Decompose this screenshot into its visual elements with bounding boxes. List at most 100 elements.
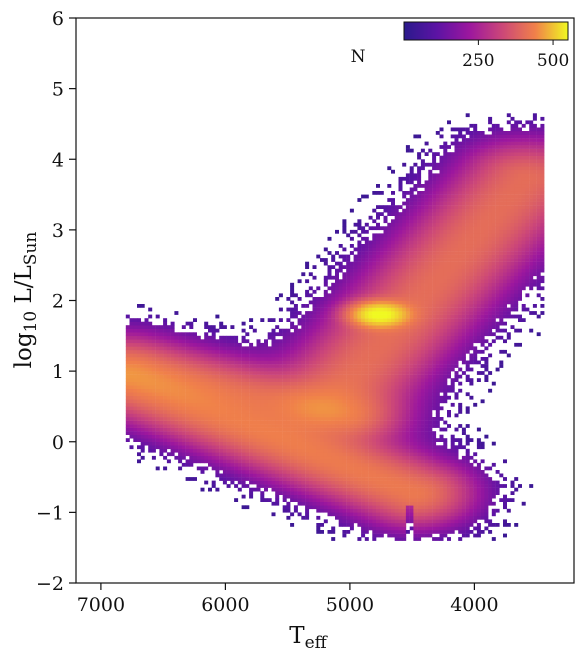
heatmap-cell [278, 448, 283, 453]
heatmap-cell [353, 364, 358, 368]
heatmap-cell [357, 335, 362, 340]
heatmap-cell [320, 360, 324, 365]
heatmap-cell [137, 392, 141, 397]
heatmap-cell [290, 480, 295, 485]
heatmap-cell [308, 332, 313, 337]
heatmap-cell [338, 371, 343, 375]
heatmap-cell [256, 395, 261, 400]
heatmap-cell [290, 448, 295, 453]
heatmap-cell [140, 417, 145, 421]
heatmap-cell [308, 318, 313, 322]
heatmap-cell [405, 148, 410, 153]
heatmap-cell [342, 388, 347, 393]
heatmap-cell [249, 399, 254, 404]
heatmap-cell [349, 406, 354, 411]
heatmap-cell [234, 420, 239, 425]
heatmap-cell [417, 349, 422, 354]
heatmap-cell [290, 364, 295, 368]
heatmap-cell [420, 388, 425, 393]
heatmap-cell [364, 410, 369, 414]
heatmap-cell [215, 424, 220, 428]
heatmap-cell [387, 268, 392, 273]
heatmap-cell [189, 349, 194, 354]
heatmap-cell [361, 480, 366, 485]
heatmap-cell [323, 314, 328, 319]
heatmap-cell [260, 434, 265, 439]
heatmap-cell [417, 533, 422, 538]
heatmap-cell [420, 445, 425, 450]
heatmap-cell [293, 325, 298, 329]
heatmap-cell [282, 364, 287, 368]
heatmap-cell [226, 466, 231, 471]
heatmap-cell [222, 357, 227, 361]
heatmap-cell [200, 395, 205, 400]
heatmap-cell [391, 374, 395, 379]
heatmap-cell [387, 318, 392, 322]
heatmap-cell [174, 402, 179, 407]
heatmap-cell [346, 455, 351, 460]
heatmap-cell [327, 311, 332, 315]
heatmap-cell [409, 399, 414, 404]
heatmap-cell [230, 385, 235, 389]
heatmap-cell [137, 417, 141, 421]
heatmap-cell [394, 477, 399, 481]
heatmap-cell [267, 431, 272, 435]
heatmap-cell [222, 431, 227, 435]
heatmap-cell [301, 480, 306, 485]
heatmap-cell [151, 385, 156, 389]
heatmap-cell [387, 480, 392, 485]
heatmap-cell [323, 353, 328, 358]
heatmap-cell [230, 448, 235, 453]
heatmap-cell [316, 491, 321, 495]
heatmap-cell [245, 431, 250, 435]
heatmap-cell [417, 236, 422, 241]
heatmap-cell [368, 459, 373, 464]
heatmap-cell [316, 462, 321, 467]
heatmap-cell [189, 434, 194, 439]
heatmap-cell [420, 526, 425, 531]
heatmap-cell [338, 289, 343, 294]
heatmap-cell [241, 392, 246, 397]
heatmap-cell [174, 349, 179, 354]
heatmap-cell [125, 349, 130, 354]
heatmap-cell [256, 378, 261, 382]
heatmap-cell [353, 445, 358, 450]
heatmap-cell [409, 304, 414, 308]
heatmap-cell [394, 417, 399, 421]
heatmap-cell [391, 484, 395, 488]
heatmap-cell [383, 491, 388, 495]
heatmap-cell [312, 498, 317, 502]
heatmap-cell [260, 318, 265, 322]
heatmap-cell [278, 395, 283, 400]
heatmap-cell [234, 357, 239, 361]
heatmap-cell [387, 332, 392, 337]
heatmap-cell [159, 349, 164, 354]
heatmap-cell [331, 374, 336, 379]
heatmap-cell [215, 427, 220, 432]
heatmap-cell [159, 381, 164, 386]
heatmap-cell [349, 487, 354, 492]
heatmap-cell [271, 381, 276, 386]
heatmap-cell [346, 417, 351, 421]
heatmap-cell [368, 258, 373, 262]
heatmap-cell [290, 335, 295, 340]
heatmap-cell [196, 339, 201, 344]
heatmap-cell [316, 487, 321, 492]
heatmap-cell [237, 364, 242, 368]
heatmap-cell [357, 491, 362, 495]
heatmap-cell [290, 392, 295, 397]
heatmap-cell [264, 445, 268, 450]
heatmap-cell [420, 307, 425, 312]
heatmap-cell [394, 307, 399, 312]
heatmap-cell [357, 332, 362, 337]
heatmap-cell [234, 392, 239, 397]
heatmap-cell [391, 272, 395, 277]
heatmap-cell [174, 332, 179, 337]
heatmap-cell [267, 367, 272, 372]
heatmap-cell [320, 385, 324, 389]
heatmap-cell [428, 512, 433, 517]
heatmap-cell [196, 378, 201, 382]
heatmap-cell [424, 268, 429, 273]
heatmap-cell [249, 388, 254, 393]
heatmap-cell [420, 208, 425, 213]
